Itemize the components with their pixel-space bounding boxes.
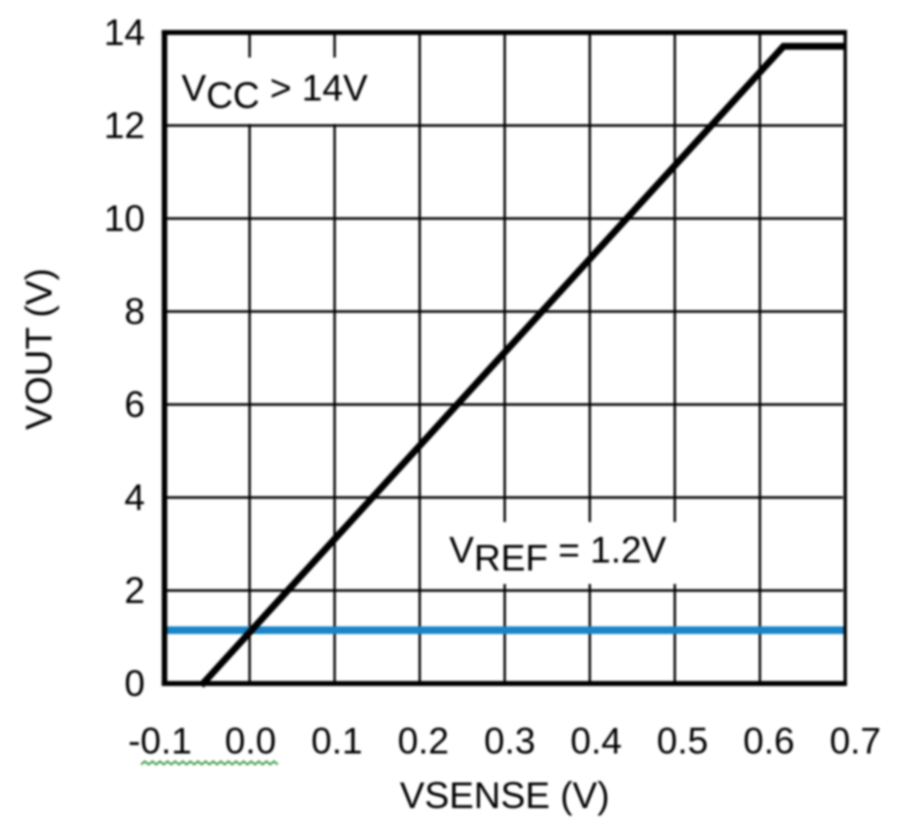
svg-text:8: 8 (124, 291, 145, 332)
svg-text:VCC > 14V: VCC > 14V (182, 68, 368, 117)
svg-text:6: 6 (124, 384, 145, 425)
svg-text:0.6: 0.6 (743, 721, 794, 762)
svg-text:0.0: 0.0 (225, 721, 276, 762)
svg-text:VSENSE (V): VSENSE (V) (400, 775, 610, 816)
svg-text:VOUT (V): VOUT (V) (19, 268, 60, 430)
svg-text:12: 12 (104, 105, 145, 146)
svg-text:0.4: 0.4 (570, 721, 621, 762)
svg-text:0: 0 (124, 663, 145, 704)
svg-text:0.2: 0.2 (398, 721, 449, 762)
svg-text:4: 4 (124, 477, 145, 518)
svg-text:0.1: 0.1 (311, 721, 362, 762)
svg-text:0.3: 0.3 (484, 721, 535, 762)
svg-text:0.7: 0.7 (830, 721, 881, 762)
svg-text:-0.1: -0.1 (128, 721, 192, 762)
svg-text:VREF = 1.2V: VREF = 1.2V (449, 530, 666, 579)
svg-text:2: 2 (124, 570, 145, 611)
svg-text:0.5: 0.5 (657, 721, 708, 762)
svg-text:14: 14 (104, 12, 145, 53)
svg-text:10: 10 (104, 198, 145, 239)
